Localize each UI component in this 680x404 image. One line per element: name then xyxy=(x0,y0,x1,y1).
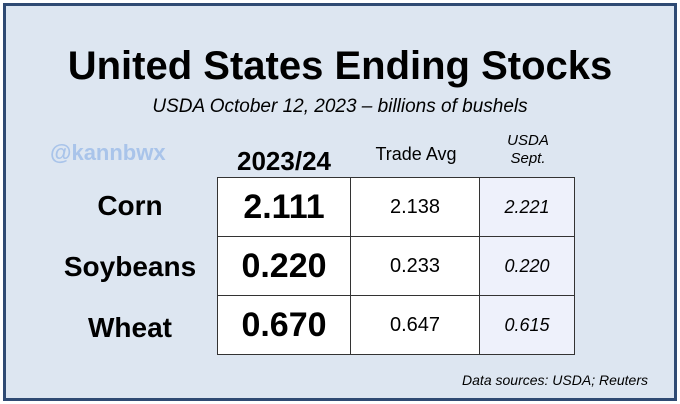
column-header-usda-sept-line1: USDA xyxy=(507,132,549,149)
cell-wheat-2023-24: 0.670 xyxy=(217,295,351,355)
cell-soybeans-2023-24: 0.220 xyxy=(217,236,351,296)
column-header-2023-24: 2023/24 xyxy=(237,146,331,176)
column-header-usda-sept-line2: Sept. xyxy=(510,150,546,167)
cell-corn-usda-sept: 2.221 xyxy=(479,177,575,237)
table-row-soybeans: 0.220 0.233 0.220 xyxy=(217,236,575,296)
table-row-wheat: 0.670 0.647 0.615 xyxy=(217,295,575,355)
cell-wheat-trade-avg: 0.647 xyxy=(350,295,480,355)
row-label-corn: Corn xyxy=(97,190,163,221)
chart-title: United States Ending Stocks xyxy=(67,44,613,88)
chart-frame: United States Ending Stocks USDA October… xyxy=(3,3,677,401)
cell-soybeans-trade-avg: 0.233 xyxy=(350,236,480,296)
cell-corn-trade-avg: 2.138 xyxy=(350,177,480,237)
chart-subtitle: USDA October 12, 2023 – billions of bush… xyxy=(152,96,528,117)
cell-wheat-usda-sept: 0.615 xyxy=(479,295,575,355)
data-source-note: Data sources: USDA; Reuters xyxy=(462,372,648,388)
watermark-handle: @kannbwx xyxy=(50,140,166,165)
stocks-table: 2.111 2.138 2.221 0.220 0.233 0.220 0.67… xyxy=(217,177,575,355)
column-header-trade-avg: Trade Avg xyxy=(375,144,457,164)
column-header-usda-sept: USDA Sept. xyxy=(480,132,576,168)
row-label-wheat: Wheat xyxy=(88,312,172,343)
cell-soybeans-usda-sept: 0.220 xyxy=(479,236,575,296)
cell-corn-2023-24: 2.111 xyxy=(217,177,351,237)
row-label-soybeans: Soybeans xyxy=(63,251,197,282)
table-row-corn: 2.111 2.138 2.221 xyxy=(217,177,575,237)
